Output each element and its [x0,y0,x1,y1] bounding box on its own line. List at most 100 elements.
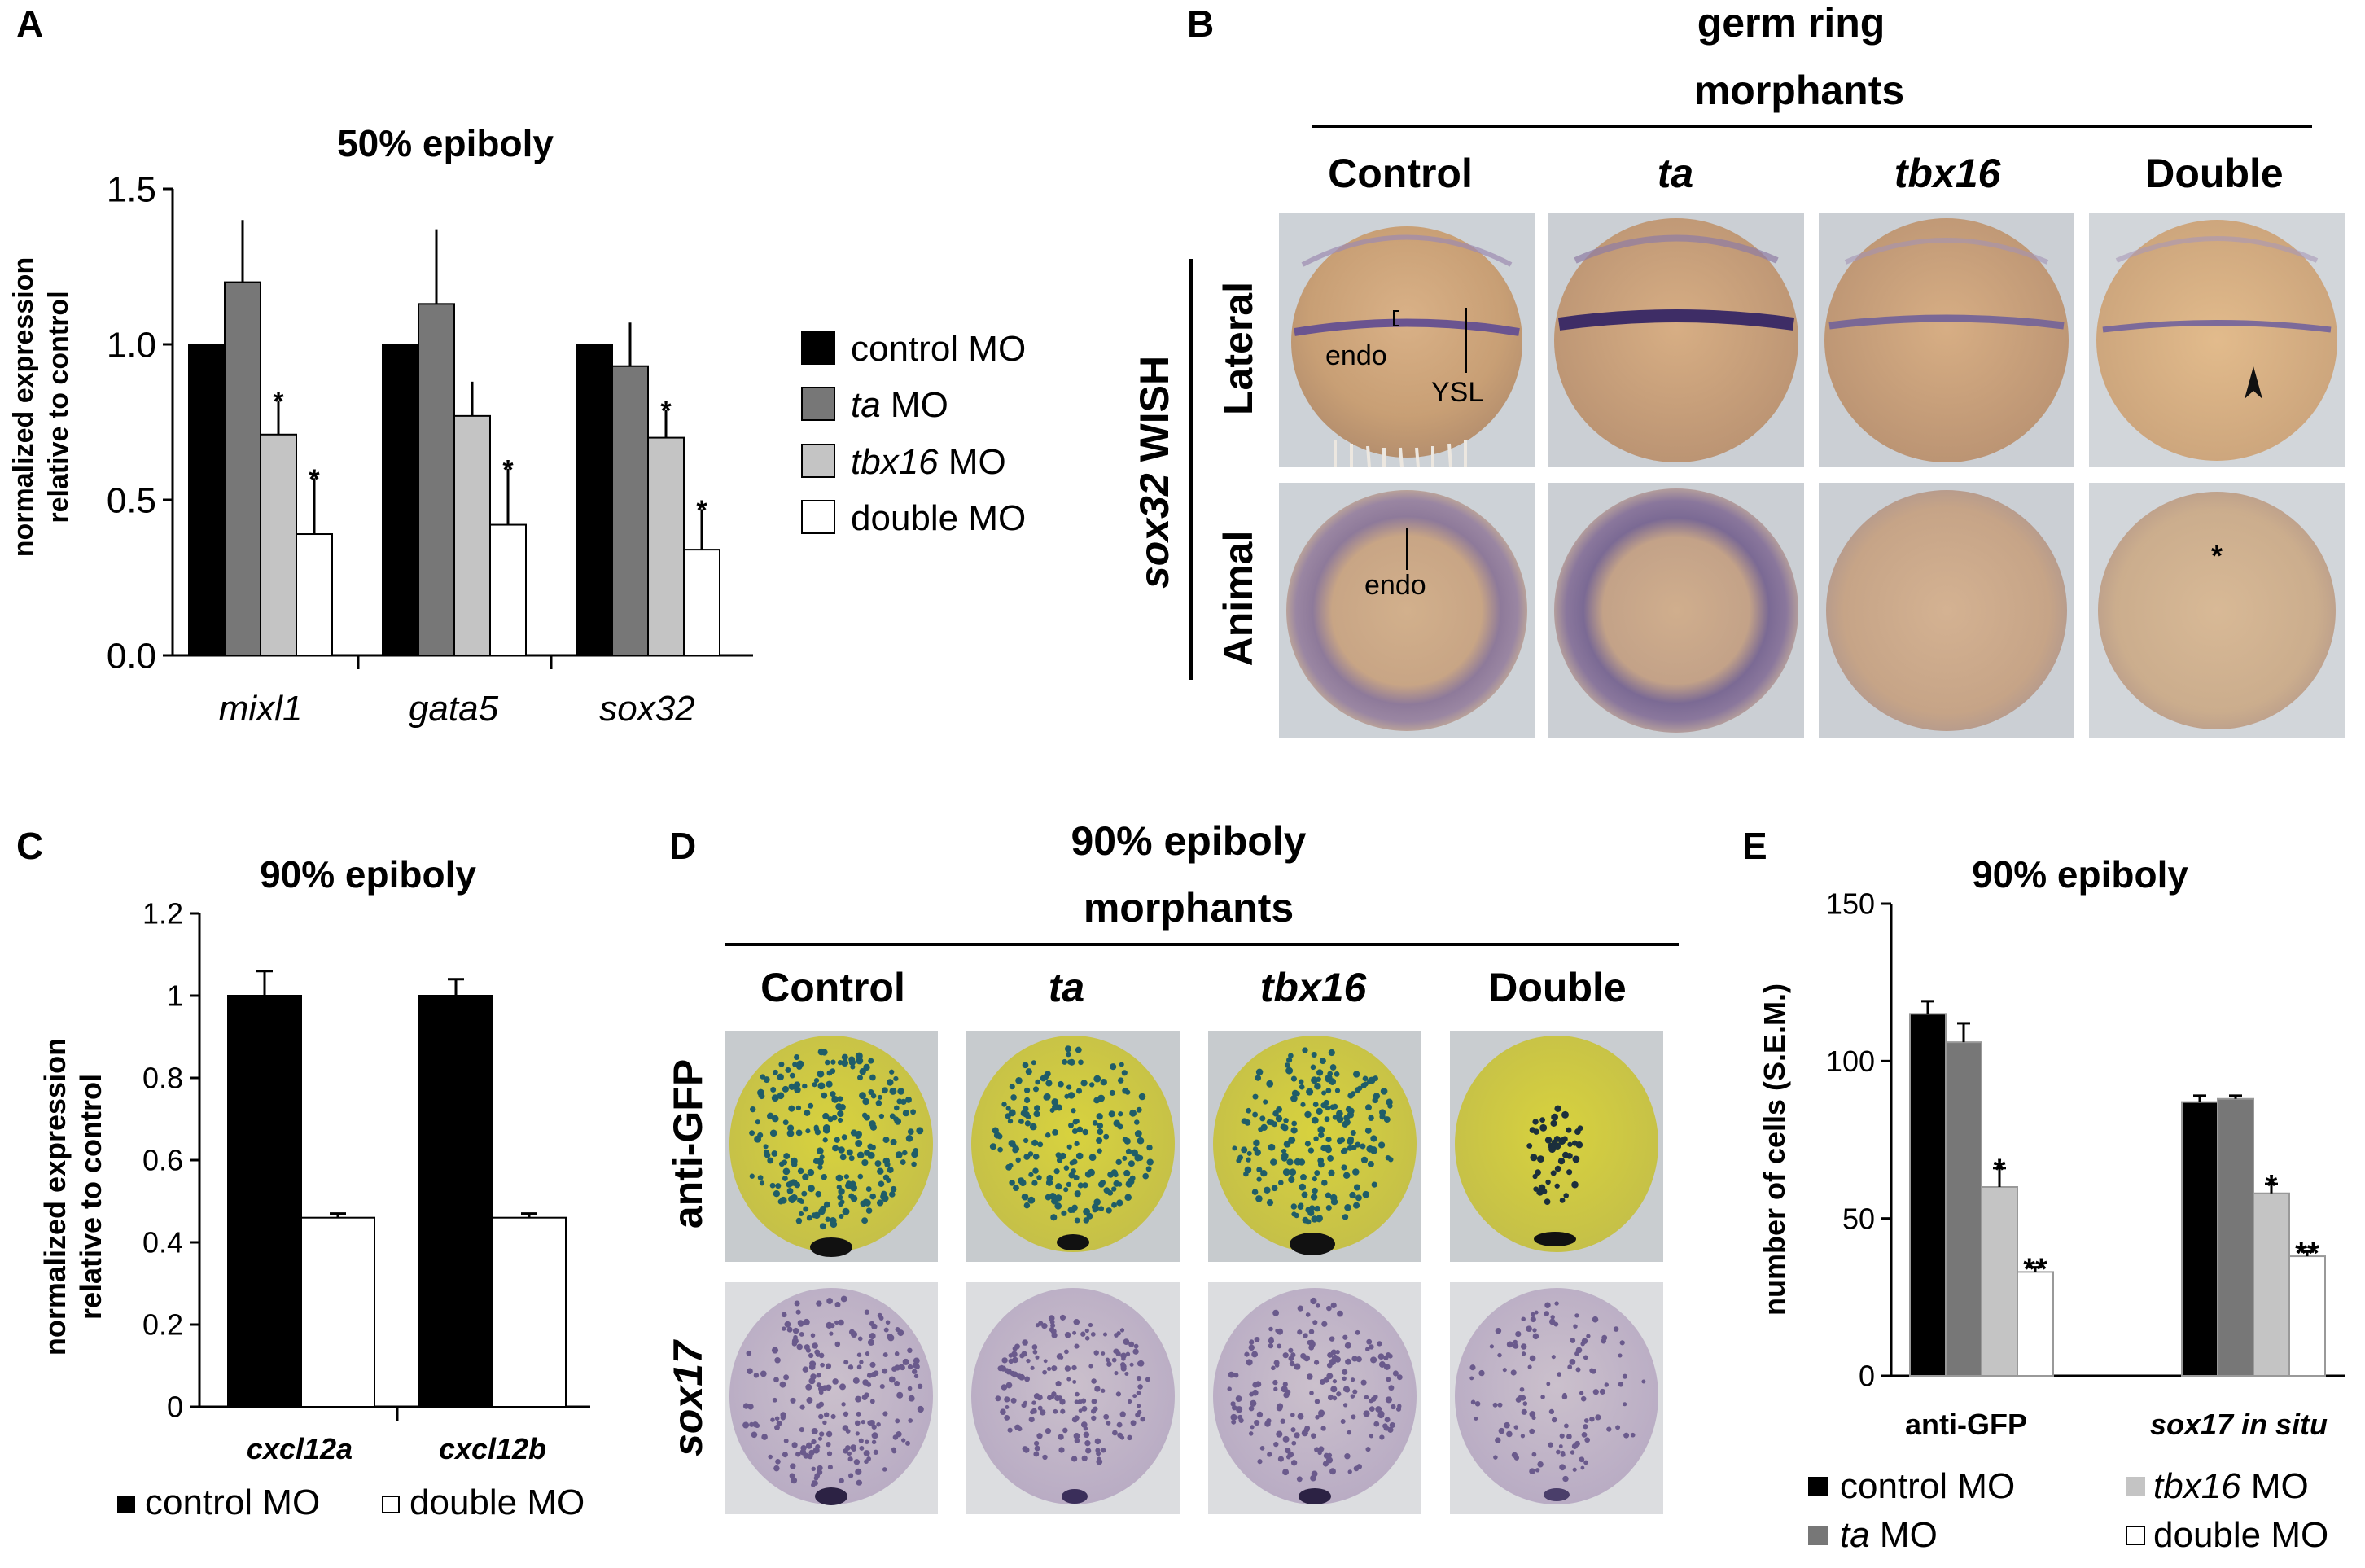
bar [2181,1101,2218,1377]
panel-d-col-double: Double [1488,965,1626,1010]
d-image-ta-antigfp [966,1031,1180,1262]
y-tick-label: 50 [1842,1202,1875,1235]
panel-a-ylabel-line1: normalized expression [8,257,39,557]
panel-d-col-ta: ta [1049,965,1084,1010]
panel-d-row-sox17: sox17 [665,1339,711,1456]
y-tick-label: 150 [1826,887,1875,921]
panel-a-ylabel-line2: relative to control [43,291,74,523]
d-image-control-antigfp [725,1031,938,1262]
panel-e-title: 90% epiboly [1972,853,2188,896]
panel-e-legend: control MO tbx16 MO ta MO double MO [1808,1466,2328,1555]
d-image-double-sox17 [1450,1282,1663,1514]
e-legend-label-control: control MO [1840,1466,2015,1506]
panel-c-xtick-cxcl12b: cxcl12b [439,1432,546,1465]
b-annotation-ysl: YSL [1431,377,1483,408]
panel-c-ylabel-line2: relative to control [74,1074,107,1320]
panel-b-col-tbx16: tbx16 [1894,151,2002,196]
d-image-control-sox17 [725,1282,938,1514]
panel-d-header-line1: 90% epiboly [1071,818,1307,864]
bar [2253,1192,2290,1377]
panel-a-xtick-sox32: sox32 [599,689,694,729]
panel-c: C 90% epiboly normalized expression rela… [16,825,590,1522]
bar [224,281,261,656]
bar [576,344,613,656]
b-image-control-lateral: endo YSL [1279,213,1535,468]
b-image-ta-animal [1548,483,1804,738]
y-tick-label: 0.5 [107,480,156,520]
y-tick-label: 1.0 [107,325,156,365]
bar [188,344,226,656]
bar [2017,1271,2054,1377]
y-tick-label: 0.0 [107,636,156,676]
d-image-tbx16-sox17 [1208,1282,1421,1514]
panel-c-title: 90% epiboly [260,853,476,896]
panel-b: B germ ring morphants Control ta tbx16 D… [1132,0,2345,738]
significance-star: * [502,455,514,486]
bar [260,433,297,657]
panel-a-title: 50% epiboly [337,122,554,164]
panel-b-header-line1: germ ring [1697,0,1885,46]
panel-b-header-line2: morphants [1694,68,1904,113]
panel-c-letter: C [16,825,43,867]
b-image-tbx16-lateral [1819,213,2074,467]
e-legend-swatch-ta [1808,1526,1828,1545]
e-legend-label-double: double MO [2153,1515,2328,1555]
panel-c-xtick-cxcl12a: cxcl12a [247,1432,353,1465]
legend-swatch-ta [801,387,835,421]
panel-a-legend: control MO ta MO tbx16 MO double MO [801,329,1026,538]
d-image-double-antigfp [1450,1031,1663,1262]
significance-star: * [309,464,320,495]
c-legend-swatch-control [117,1496,135,1513]
panel-e-y-ticks: 0 50 100 150 [1826,887,1891,1393]
panel-c-ylabel-line1: normalized expression [38,1038,72,1356]
panel-e-bars: ****** [1909,1000,2326,1377]
y-tick-label: 1.2 [142,897,183,931]
c-legend-swatch-double [382,1496,400,1513]
legend-label-control: control MO [851,329,1026,369]
bar [453,414,491,656]
legend-label-tbx16: tbx16 MO [851,442,1006,482]
panel-b-col-ta: ta [1658,151,1693,196]
panel-d-col-control: Control [760,965,905,1010]
y-tick-label: 100 [1826,1045,1875,1078]
bar [2217,1097,2254,1377]
bar [647,436,685,656]
panel-c-legend: control MO double MO [117,1483,585,1522]
panel-d-header-line2: morphants [1084,885,1294,931]
panel-b-row-lateral: Lateral [1215,282,1261,415]
panel-a-xtick-mixl1: mixl1 [219,689,303,729]
panel-a: A 50% epiboly normalized expression rela… [8,2,1026,729]
y-tick-label: 1 [167,979,183,1013]
bar [300,1216,375,1408]
panel-e-xtick-antigfp: anti-GFP [1905,1408,2027,1441]
significance-star: ** [2295,1237,2319,1271]
panel-b-col-control: Control [1328,151,1473,196]
legend-label-double: double MO [851,498,1026,538]
b-annotation-endo-animal: endo [1364,570,1426,601]
bar [489,523,527,656]
panel-b-row-animal: Animal [1215,531,1261,667]
bar [418,995,493,1408]
panel-c-y-ticks: 0 0.2 0.4 0.6 0.8 1 1.2 [142,897,199,1424]
panel-e-ylabel: number of cells (S.E.M.) [1758,983,1791,1316]
panel-b-letter: B [1187,2,1214,45]
b-image-tbx16-animal [1819,483,2074,738]
bar [1945,1041,1982,1377]
significance-star: * [696,495,707,526]
panel-d-letter: D [669,825,696,867]
c-legend-label-control: control MO [145,1483,320,1522]
b-image-ta-lateral [1548,213,1804,467]
e-legend-swatch-double [2126,1526,2145,1545]
panel-e: E 90% epiboly number of cells (S.E.M.) 0… [1742,825,2345,1555]
b-annotation-asterisk: * [2211,539,2223,572]
bar [683,549,720,656]
panel-d: D 90% epiboly morphants Control ta tbx16… [665,818,1679,1514]
panel-e-letter: E [1742,825,1767,867]
panel-a-bars: * * * * * [188,220,720,669]
y-tick-label: 0.2 [142,1308,183,1342]
d-image-tbx16-antigfp [1208,1031,1421,1262]
bar [611,365,649,656]
panel-e-xtick-sox17: sox17 in situ [2150,1408,2328,1441]
b-image-double-lateral [2089,213,2345,467]
significance-star: ** [2023,1253,2047,1287]
